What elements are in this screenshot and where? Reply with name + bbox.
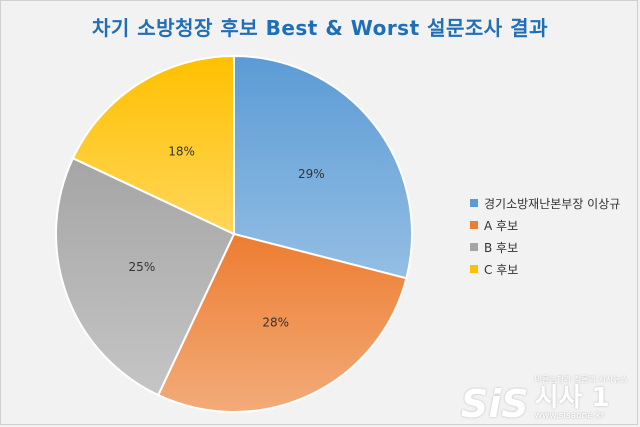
watermark-tagline: 바른논평과 정론의 시사뉴스 <box>534 375 628 384</box>
watermark-logo: SiS 바른논평과 정론의 시사뉴스 시사 1 www.sisaone.kr <box>460 374 628 426</box>
watermark-logo-mark: SiS <box>460 382 529 426</box>
legend-label-3: C 후보 <box>484 262 519 277</box>
slice-label-0: 29% <box>298 167 325 181</box>
legend-item-2: B 후보 <box>470 236 620 258</box>
slice-label-3: 18% <box>168 144 195 158</box>
legend-swatch-2 <box>470 243 478 251</box>
legend-swatch-3 <box>470 265 478 273</box>
legend-item-1: A 후보 <box>470 214 620 236</box>
legend-item-3: C 후보 <box>470 258 620 280</box>
pie-slice-1 <box>156 232 408 413</box>
watermark-url: www.sisaone.kr <box>534 411 605 421</box>
pie-slice-3 <box>71 54 235 236</box>
legend-swatch-0 <box>470 199 478 207</box>
pie-slice-0 <box>233 54 413 280</box>
chart-title: 차기 소방청장 후보 Best & Worst 설문조사 결과 <box>92 16 548 40</box>
chart-legend: 경기소방재난본부장 이상규 A 후보 B 후보 C 후보 <box>470 192 620 280</box>
slice-label-1: 28% <box>262 316 289 330</box>
slice-label-2: 25% <box>129 260 156 274</box>
legend-label-0: 경기소방재난본부장 이상규 <box>484 196 621 211</box>
pie-slice-2 <box>55 156 236 397</box>
legend-item-0: 경기소방재난본부장 이상규 <box>470 192 620 214</box>
legend-label-2: B 후보 <box>484 240 519 255</box>
legend-swatch-1 <box>470 221 478 229</box>
legend-label-1: A 후보 <box>484 218 519 233</box>
watermark-name: 시사 1 <box>534 383 610 413</box>
